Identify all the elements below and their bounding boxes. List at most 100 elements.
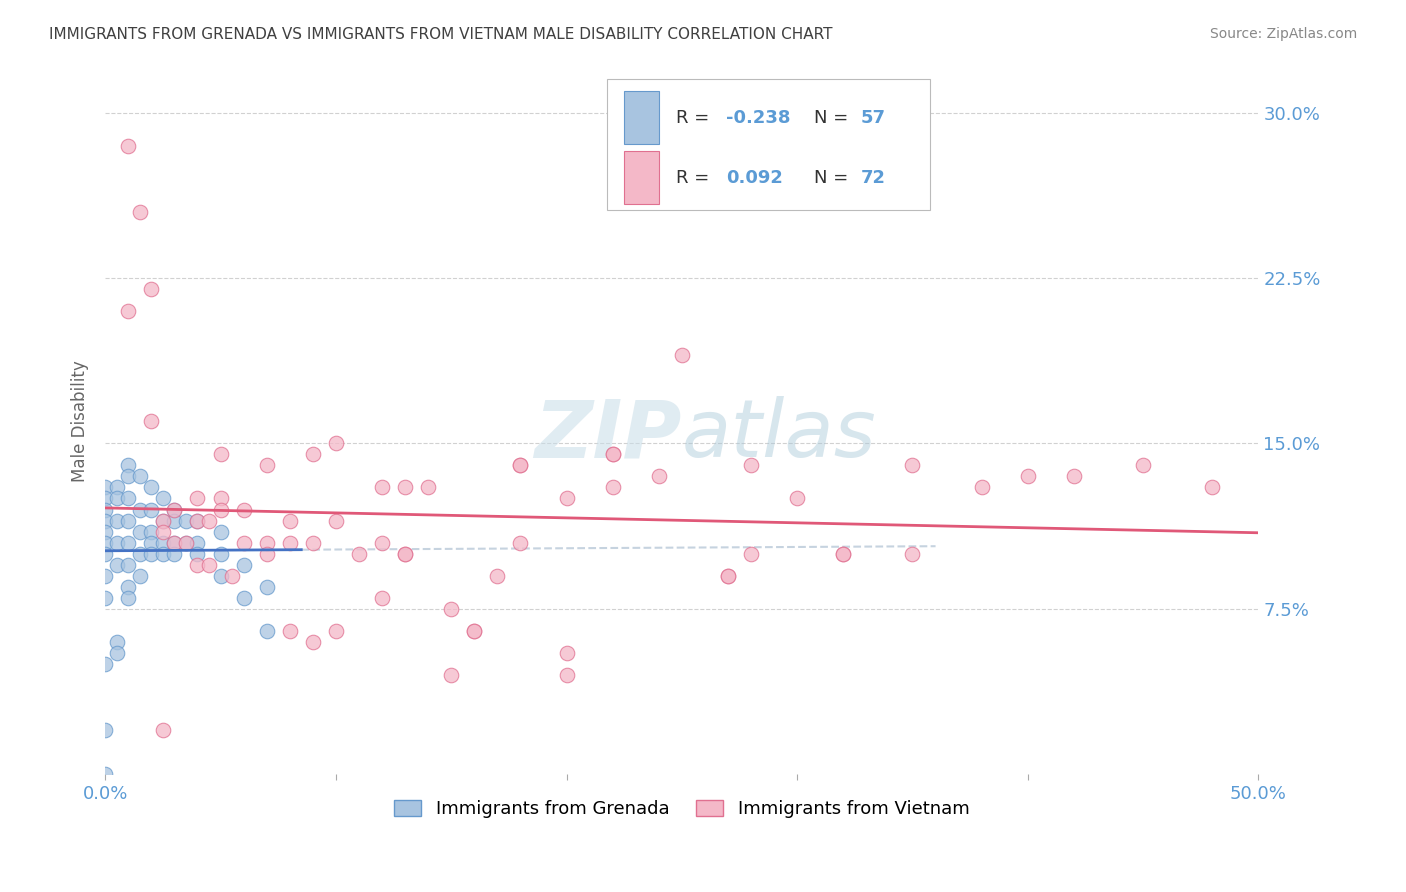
Point bbox=[232, 535, 254, 549]
Point bbox=[94, 480, 117, 494]
Point bbox=[278, 514, 301, 528]
Point bbox=[186, 514, 208, 528]
FancyBboxPatch shape bbox=[624, 152, 659, 204]
Text: N =: N = bbox=[814, 169, 855, 187]
Point bbox=[325, 436, 347, 450]
Point bbox=[278, 624, 301, 638]
Point bbox=[602, 447, 624, 461]
Point bbox=[94, 535, 117, 549]
Point bbox=[128, 469, 150, 483]
Point bbox=[509, 458, 531, 473]
Point bbox=[186, 558, 208, 572]
Point bbox=[105, 514, 128, 528]
Point bbox=[832, 547, 855, 561]
Point bbox=[117, 491, 139, 506]
Point bbox=[152, 514, 174, 528]
FancyBboxPatch shape bbox=[624, 92, 659, 145]
Text: 57: 57 bbox=[860, 109, 886, 127]
Point bbox=[128, 568, 150, 582]
Point bbox=[509, 458, 531, 473]
Point bbox=[141, 524, 163, 539]
Point bbox=[1201, 480, 1223, 494]
Point bbox=[152, 547, 174, 561]
Point bbox=[209, 502, 232, 516]
Point bbox=[163, 535, 186, 549]
Point bbox=[105, 558, 128, 572]
Point bbox=[174, 514, 197, 528]
Point bbox=[256, 580, 278, 594]
Point bbox=[152, 514, 174, 528]
Point bbox=[394, 480, 416, 494]
Text: N =: N = bbox=[814, 109, 855, 127]
Point bbox=[301, 635, 323, 649]
Point bbox=[163, 502, 186, 516]
Legend: Immigrants from Grenada, Immigrants from Vietnam: Immigrants from Grenada, Immigrants from… bbox=[387, 792, 977, 825]
Text: 72: 72 bbox=[860, 169, 886, 187]
Point bbox=[347, 547, 370, 561]
Point bbox=[301, 447, 323, 461]
Point bbox=[648, 469, 671, 483]
Text: -0.238: -0.238 bbox=[725, 109, 790, 127]
Point bbox=[163, 547, 186, 561]
Point bbox=[105, 646, 128, 660]
Text: Source: ZipAtlas.com: Source: ZipAtlas.com bbox=[1209, 27, 1357, 41]
Point bbox=[117, 558, 139, 572]
Point bbox=[186, 535, 208, 549]
Point bbox=[325, 514, 347, 528]
Point bbox=[256, 535, 278, 549]
Point bbox=[1132, 458, 1154, 473]
Point bbox=[463, 624, 485, 638]
Point bbox=[94, 591, 117, 605]
Point bbox=[117, 535, 139, 549]
Point bbox=[371, 591, 394, 605]
Point bbox=[394, 547, 416, 561]
Point bbox=[174, 535, 197, 549]
Point bbox=[117, 469, 139, 483]
Point bbox=[970, 480, 993, 494]
Point bbox=[94, 547, 117, 561]
Point bbox=[117, 458, 139, 473]
Point bbox=[152, 535, 174, 549]
Point bbox=[901, 458, 924, 473]
Point bbox=[555, 646, 578, 660]
Point bbox=[717, 568, 740, 582]
Point bbox=[416, 480, 439, 494]
Point bbox=[117, 304, 139, 318]
Point bbox=[256, 458, 278, 473]
Point bbox=[509, 535, 531, 549]
Point bbox=[128, 547, 150, 561]
Point bbox=[128, 204, 150, 219]
Point bbox=[141, 480, 163, 494]
Point bbox=[141, 502, 163, 516]
Point bbox=[832, 547, 855, 561]
Point bbox=[94, 657, 117, 671]
Point bbox=[209, 568, 232, 582]
Point bbox=[602, 480, 624, 494]
Point bbox=[486, 568, 509, 582]
Point bbox=[371, 480, 394, 494]
Point bbox=[117, 591, 139, 605]
Point bbox=[232, 502, 254, 516]
Point bbox=[440, 668, 463, 682]
Point bbox=[128, 524, 150, 539]
Point bbox=[256, 624, 278, 638]
Point bbox=[602, 447, 624, 461]
Point bbox=[717, 568, 740, 582]
Point bbox=[152, 723, 174, 737]
Point bbox=[186, 514, 208, 528]
Text: R =: R = bbox=[676, 169, 716, 187]
Point bbox=[301, 535, 323, 549]
Point bbox=[463, 624, 485, 638]
Point bbox=[901, 547, 924, 561]
Point bbox=[1017, 469, 1039, 483]
Point bbox=[232, 558, 254, 572]
Text: 0.092: 0.092 bbox=[725, 169, 783, 187]
Point bbox=[209, 524, 232, 539]
Point bbox=[105, 635, 128, 649]
Point bbox=[117, 514, 139, 528]
Point bbox=[786, 491, 808, 506]
Point bbox=[671, 348, 693, 362]
Text: R =: R = bbox=[676, 109, 716, 127]
Point bbox=[221, 568, 243, 582]
Point bbox=[174, 535, 197, 549]
